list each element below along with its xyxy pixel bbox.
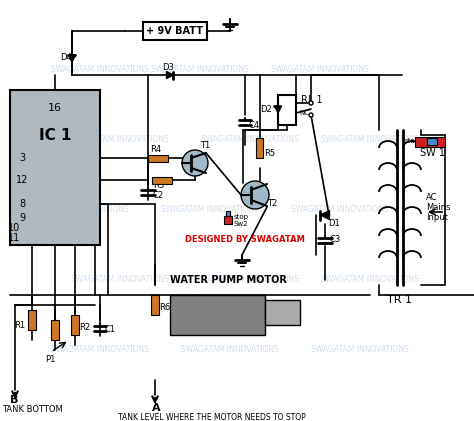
Text: TANK LEVEL WHERE THE MOTOR NEEDS TO STOP: TANK LEVEL WHERE THE MOTOR NEEDS TO STOP [118,413,306,421]
Bar [148,155,168,162]
Bar [10,90,100,245]
Text: R1: R1 [14,320,25,330]
Text: R5: R5 [264,149,275,157]
Text: 10: 10 [8,223,20,233]
Text: 8: 8 [19,199,25,209]
Text: RL 1: RL 1 [301,95,323,105]
Text: 16: 16 [48,103,62,113]
Circle shape [241,181,269,209]
Text: SWAGATAM INNOVATIONS: SWAGATAM INNOVATIONS [161,205,259,215]
Bar [151,295,159,315]
Bar [278,95,296,125]
Text: 3: 3 [19,153,25,163]
Text: R2: R2 [79,323,90,333]
Text: WATER PUMP MOTOR: WATER PUMP MOTOR [170,275,287,285]
Bar [256,138,264,158]
Polygon shape [69,55,75,62]
Text: R6: R6 [159,304,170,312]
Text: T2: T2 [267,198,277,208]
Text: SWAGATAM INNOVATIONS: SWAGATAM INNOVATIONS [181,346,279,354]
Text: TR 1: TR 1 [388,295,412,305]
Text: SWAGATAM INNOVATIONS: SWAGATAM INNOVATIONS [321,275,419,285]
Bar [170,295,265,335]
Bar [226,211,230,216]
Bar [71,315,79,335]
Text: R3: R3 [153,181,164,189]
Text: 9: 9 [19,213,25,223]
Text: + 9V BATT: + 9V BATT [146,26,203,36]
Circle shape [182,150,208,176]
Text: C3: C3 [330,235,341,245]
Polygon shape [166,72,173,78]
Text: NC: NC [299,110,309,116]
Text: D4: D4 [60,53,72,61]
Bar [51,320,59,340]
Text: start: start [405,138,421,144]
Text: SWAGATAM INNOVATIONS: SWAGATAM INNOVATIONS [321,136,419,144]
Text: SWAGATAM INNOVATIONS: SWAGATAM INNOVATIONS [71,275,169,285]
Text: 12: 12 [16,175,28,185]
Text: P1: P1 [45,355,55,365]
Circle shape [309,113,313,117]
Text: Input: Input [426,213,448,221]
Bar [427,138,437,145]
Text: A: A [152,403,161,413]
Bar [415,137,445,147]
Text: IC 1: IC 1 [39,128,71,142]
Text: SWAGATAM INNOVATIONS: SWAGATAM INNOVATIONS [291,205,389,215]
Bar [152,176,172,184]
Text: DESIGNED BY SWAGATAM: DESIGNED BY SWAGATAM [185,235,305,245]
Text: D2: D2 [260,106,272,115]
Bar [28,310,36,330]
Text: C4: C4 [249,120,260,130]
Text: C2: C2 [153,190,164,200]
Text: T1: T1 [200,141,210,149]
Text: D1: D1 [328,218,340,227]
Text: SWAGATAM INNOVATIONS: SWAGATAM INNOVATIONS [51,346,149,354]
Text: SW 1: SW 1 [420,148,445,158]
Text: SWAGATAM INNOVATIONS: SWAGATAM INNOVATIONS [271,66,369,75]
Text: B: B [10,395,18,405]
Bar [143,22,207,40]
Polygon shape [320,210,329,219]
Text: SWAGATAM INNOVATIONS: SWAGATAM INNOVATIONS [31,205,129,215]
Bar [265,300,300,325]
Text: D3: D3 [162,64,174,72]
Text: SWAGATAM INNOVATIONS: SWAGATAM INNOVATIONS [201,136,299,144]
Bar [224,216,232,224]
Polygon shape [274,106,282,113]
Text: Mains: Mains [426,203,450,211]
Text: C1: C1 [105,325,116,335]
Text: SWAGATAM INNOVATIONS: SWAGATAM INNOVATIONS [311,346,409,354]
Circle shape [309,101,313,105]
Text: R4: R4 [150,146,161,155]
Text: SWAGATAM INNOVATIONS: SWAGATAM INNOVATIONS [51,66,149,75]
Text: AC: AC [426,192,438,202]
Text: 11: 11 [8,233,20,243]
Text: Sw2: Sw2 [234,221,248,227]
Text: stop: stop [234,214,249,220]
Text: SWAGATAM INNOVATIONS: SWAGATAM INNOVATIONS [71,136,169,144]
Text: TANK BOTTOM: TANK BOTTOM [2,405,63,415]
Text: SWAGATAM INNOVATIONS: SWAGATAM INNOVATIONS [201,275,299,285]
Text: SWAGATAM INNOVATIONS: SWAGATAM INNOVATIONS [151,66,249,75]
